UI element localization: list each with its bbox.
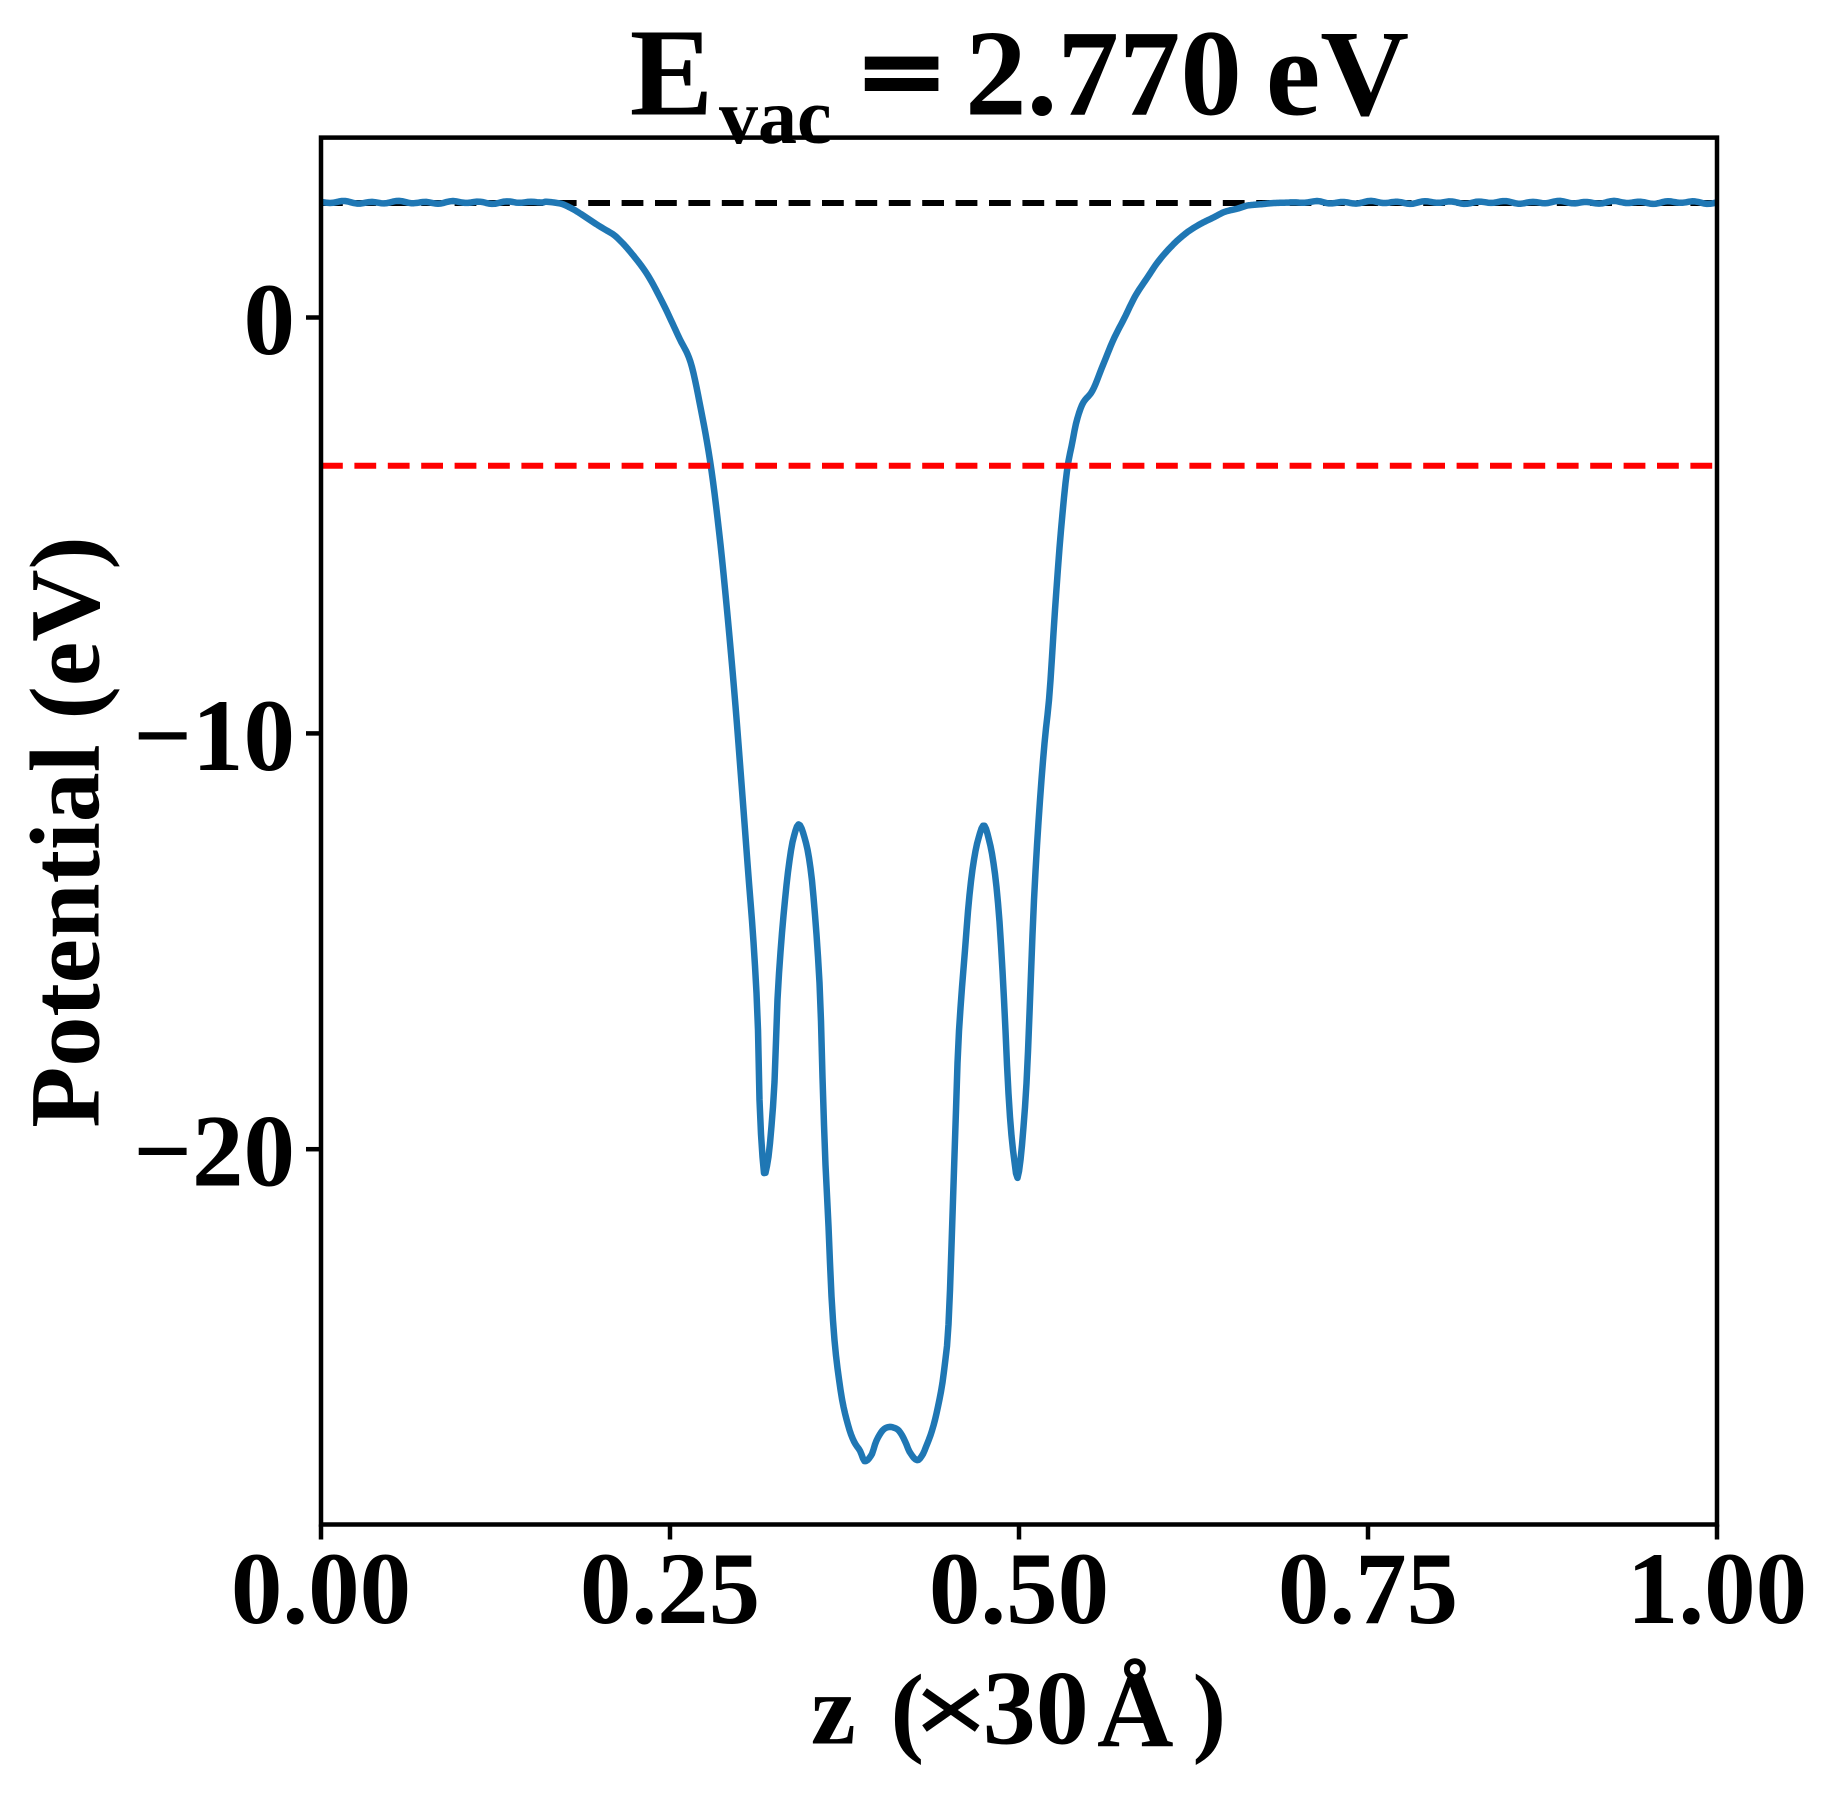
svg-text:0.00: 0.00 xyxy=(231,1532,411,1646)
svg-text:0.75: 0.75 xyxy=(1278,1532,1458,1646)
svg-text:E: E xyxy=(630,5,713,143)
svg-text:2.770: 2.770 xyxy=(965,5,1242,142)
svg-text:0.25: 0.25 xyxy=(580,1532,760,1646)
svg-text:Å: Å xyxy=(1097,1652,1174,1769)
svg-text:(: ( xyxy=(891,1654,925,1766)
svg-text:0.50: 0.50 xyxy=(929,1532,1109,1646)
svg-text:Potential (eV): Potential (eV) xyxy=(10,536,121,1127)
svg-text:0: 0 xyxy=(244,263,296,377)
svg-text:1.00: 1.00 xyxy=(1627,1532,1807,1646)
svg-text:−20: −20 xyxy=(133,1095,295,1209)
svg-text:z: z xyxy=(811,1654,856,1766)
svg-text:−10: −10 xyxy=(133,679,295,793)
svg-text:vac: vac xyxy=(719,73,832,160)
svg-text:30: 30 xyxy=(983,1650,1089,1767)
svg-text:eV: eV xyxy=(1266,5,1409,142)
svg-text:): ) xyxy=(1193,1654,1227,1766)
